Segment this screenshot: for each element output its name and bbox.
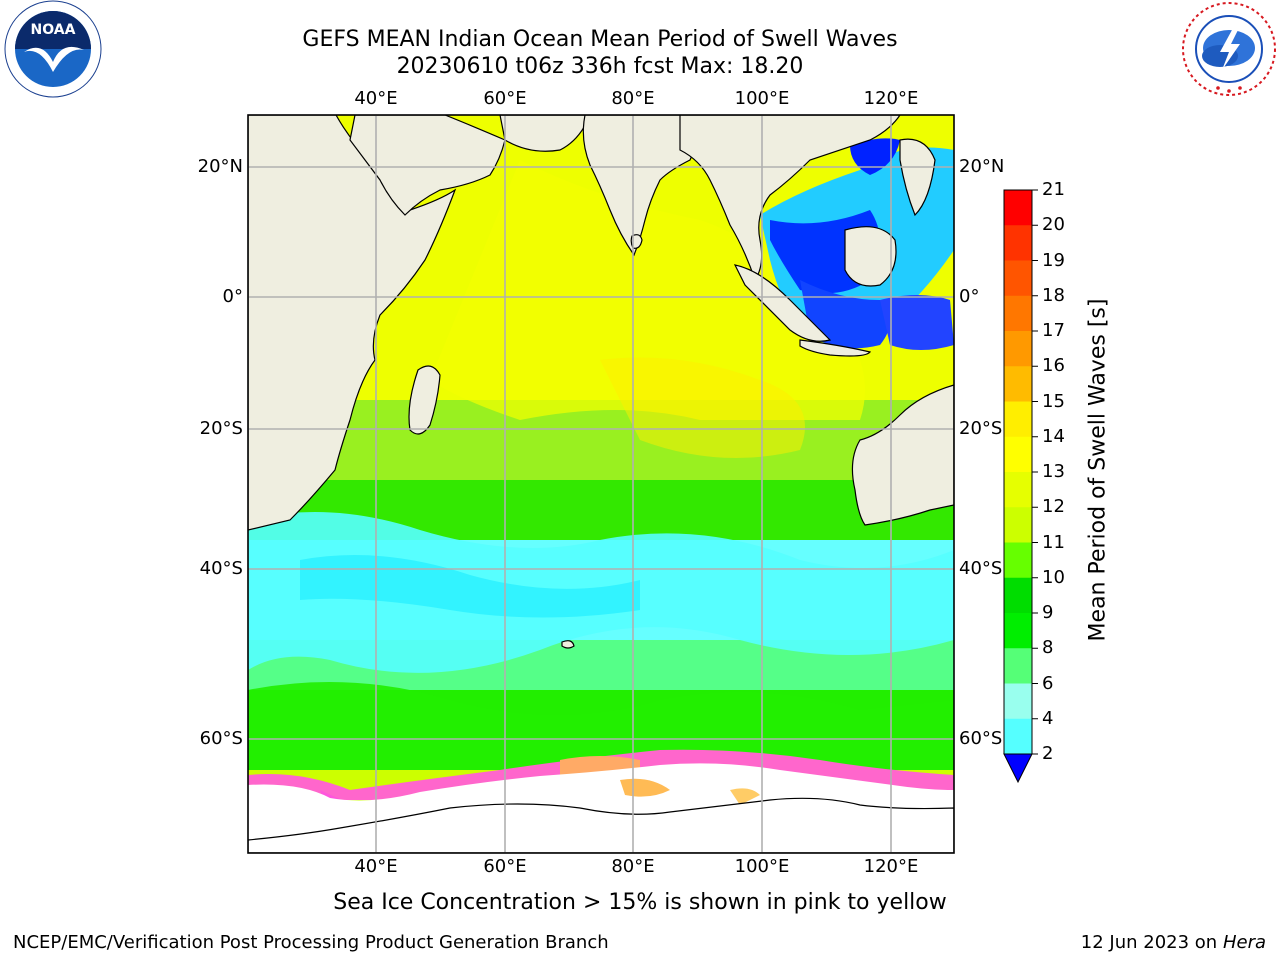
colorbar-tick-label: 6 xyxy=(1042,672,1054,694)
colorbar-segment xyxy=(1004,225,1032,261)
footer-host: Hera xyxy=(1222,932,1266,953)
se-asia-land xyxy=(679,115,901,282)
map-frame xyxy=(247,114,955,854)
y-tick-left: 20°S xyxy=(199,418,243,439)
footer-credit: NCEP/EMC/Verification Post Processing Pr… xyxy=(13,932,609,953)
colorbar-segment xyxy=(1004,648,1032,684)
colorbar-tick-label: 12 xyxy=(1042,496,1065,518)
colorbar-segment xyxy=(1004,401,1032,438)
sri-lanka-land xyxy=(630,234,643,249)
colorbar xyxy=(1003,189,1038,784)
colorbar-segment xyxy=(1004,295,1032,332)
colorbar-tick-label: 21 xyxy=(1042,179,1065,200)
x-tick-bottom: 60°E xyxy=(483,856,527,877)
colorbar-tick-label: 11 xyxy=(1042,531,1065,553)
map-gridlines xyxy=(248,115,954,853)
nws-logo xyxy=(1182,2,1276,96)
colorbar-segment xyxy=(1004,683,1032,720)
footer-date-text: 12 Jun 2023 on xyxy=(1080,932,1218,953)
colorbar-tick-label: 16 xyxy=(1042,355,1065,377)
colorbar-tick-label: 9 xyxy=(1042,602,1054,623)
colorbar-tick-label: 13 xyxy=(1042,461,1065,482)
footer-date: 12 Jun 2023 on Hera xyxy=(1081,932,1266,953)
y-tick-left: 40°S xyxy=(199,558,243,579)
colorbar-tick-label: 18 xyxy=(1042,284,1065,306)
x-tick-bottom: 100°E xyxy=(734,856,790,877)
colorbar-segment xyxy=(1004,260,1032,297)
colorbar-segment xyxy=(1004,366,1032,402)
colorbar-segment xyxy=(1004,718,1032,755)
x-tick-bottom: 40°E xyxy=(354,856,398,877)
australia-land xyxy=(851,384,954,526)
y-tick-right: 40°S xyxy=(959,558,1003,579)
colorbar-tick-label: 8 xyxy=(1042,637,1054,659)
land-masses xyxy=(248,115,954,853)
arabia-land xyxy=(349,115,506,216)
x-tick-top: 40°E xyxy=(354,88,398,109)
chart-title: GEFS MEAN Indian Ocean Mean Period of Sw… xyxy=(302,27,898,52)
y-tick-right: 20°S xyxy=(959,418,1003,439)
colorbar-segment xyxy=(1004,507,1032,543)
colorbar-title: Mean Period of Swell Waves [s] xyxy=(1085,298,1111,642)
colorbar-tick-label: 19 xyxy=(1042,249,1065,271)
y-tick-right: 60°S xyxy=(959,728,1003,749)
y-tick-right: 0° xyxy=(959,286,980,307)
x-tick-top: 80°E xyxy=(611,88,655,109)
colorbar-tick-label: 4 xyxy=(1042,707,1054,729)
sea-ice-note: Sea Ice Concentration > 15% is shown in … xyxy=(333,890,947,915)
borneo-land xyxy=(844,226,897,287)
java-land xyxy=(799,339,872,357)
chart-subtitle: 20230610 t06z 336h fcst Max: 18.20 xyxy=(396,54,804,79)
x-tick-top: 60°E xyxy=(483,88,527,109)
sumatra-land xyxy=(733,264,832,342)
x-tick-bottom: 120°E xyxy=(863,856,919,877)
noaa-logo: NOAA xyxy=(4,0,102,98)
kerguelen-land xyxy=(561,640,575,649)
y-tick-left: 60°S xyxy=(199,728,243,749)
y-tick-left: 0° xyxy=(222,286,243,307)
noaa-logo-text: NOAA xyxy=(31,22,76,38)
x-tick-top: 120°E xyxy=(863,88,919,109)
colorbar-segment xyxy=(1004,331,1032,367)
colorbar-segment xyxy=(1004,613,1032,649)
colorbar-under-arrow xyxy=(1003,753,1033,784)
y-tick-left: 20°N xyxy=(197,156,243,177)
philippines-land xyxy=(899,138,936,217)
colorbar-tick-label: 14 xyxy=(1042,425,1065,447)
colorbar-tick-label: 10 xyxy=(1042,566,1065,588)
map-plot-area xyxy=(248,115,954,853)
x-tick-top: 100°E xyxy=(734,88,790,109)
colorbar-segment xyxy=(1004,542,1032,579)
colorbar-segment xyxy=(1004,472,1032,508)
colorbar-tick-label: 17 xyxy=(1042,320,1065,341)
madagascar-land xyxy=(408,365,441,435)
colorbar-tick-label: 20 xyxy=(1042,214,1065,236)
colorbar-segment xyxy=(1004,436,1032,473)
antarctica-land xyxy=(248,797,954,853)
x-tick-bottom: 80°E xyxy=(611,856,655,877)
colorbar-tick-label: 2 xyxy=(1042,743,1054,764)
colorbar-segment xyxy=(1004,577,1032,614)
y-tick-right: 20°N xyxy=(959,156,1005,177)
colorbar-segment xyxy=(1004,190,1032,226)
colorbar-tick-label: 15 xyxy=(1042,390,1065,412)
